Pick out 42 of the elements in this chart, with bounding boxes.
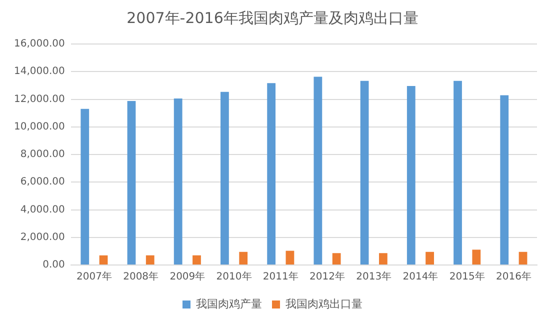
bar (314, 76, 322, 264)
y-tick-label: 12,000.00 (14, 94, 65, 105)
y-tick-label: 14,000.00 (14, 66, 65, 78)
chart-title: 2007年-2016年我国肉鸡产量及肉鸡出口量 (126, 8, 418, 27)
bar (146, 255, 154, 264)
legend-label: 我国肉鸡产量 (196, 297, 262, 310)
x-tick-label: 2011年 (262, 270, 298, 283)
bar (80, 108, 90, 264)
y-tick-label: 10,000.00 (14, 121, 65, 132)
bar (267, 83, 276, 264)
bar (426, 252, 434, 264)
bar (99, 255, 108, 264)
bar (332, 253, 341, 264)
bar (406, 86, 416, 264)
bar (360, 80, 369, 264)
x-tick-label: 2015年 (449, 270, 485, 283)
y-tick-label: 16,000.00 (14, 38, 65, 50)
bar (454, 80, 462, 264)
y-tick-label: 8,000.00 (20, 149, 65, 160)
y-tick-label: 0.00 (42, 260, 65, 271)
x-tick-label: 2007年 (76, 270, 112, 283)
bar (286, 250, 294, 264)
bar (192, 255, 201, 264)
y-tick-label: 2,000.00 (20, 232, 65, 243)
x-tick-label: 2008年 (123, 270, 159, 283)
bar (174, 98, 182, 264)
x-tick-label: 2009年 (170, 270, 206, 283)
y-tick-label: 6,000.00 (20, 176, 65, 188)
bar (378, 253, 388, 264)
x-tick-label: 2016年 (496, 270, 532, 283)
bar (239, 252, 248, 264)
legend-label: 我国肉鸡出口量 (286, 297, 362, 310)
bar (500, 95, 509, 264)
bar (127, 101, 136, 264)
x-tick-label: 2012年 (310, 270, 345, 283)
x-tick-label: 2013年 (356, 270, 392, 283)
y-tick-label: 4,000.00 (20, 204, 65, 216)
bar (220, 92, 229, 264)
bar (518, 252, 528, 264)
x-tick-label: 2010年 (216, 270, 252, 283)
x-tick-label: 2014年 (402, 270, 438, 283)
bar (472, 250, 481, 264)
